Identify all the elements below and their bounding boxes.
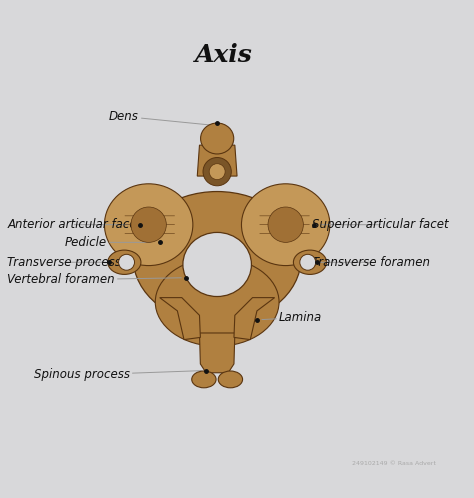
Text: Lamina: Lamina: [262, 311, 322, 324]
Text: Transverse process: Transverse process: [7, 256, 121, 269]
Ellipse shape: [241, 184, 330, 265]
Circle shape: [300, 254, 316, 270]
Text: Pedicle: Pedicle: [64, 236, 150, 249]
Polygon shape: [200, 333, 235, 373]
Ellipse shape: [183, 233, 251, 296]
Text: 249102149 © Rasa Advert: 249102149 © Rasa Advert: [352, 461, 436, 466]
Polygon shape: [160, 298, 201, 340]
Circle shape: [203, 157, 231, 186]
Text: Axis: Axis: [195, 43, 253, 67]
Text: Spinous process: Spinous process: [34, 369, 201, 381]
Polygon shape: [234, 298, 274, 340]
Ellipse shape: [293, 250, 327, 274]
Ellipse shape: [131, 207, 166, 243]
Ellipse shape: [201, 123, 234, 154]
Ellipse shape: [268, 207, 303, 243]
Ellipse shape: [218, 371, 243, 388]
Text: Anterior articular facet: Anterior articular facet: [7, 218, 141, 231]
Ellipse shape: [192, 371, 216, 388]
Ellipse shape: [155, 258, 279, 346]
Text: Vertebral foramen: Vertebral foramen: [7, 273, 181, 286]
Ellipse shape: [104, 184, 193, 265]
Ellipse shape: [108, 250, 141, 274]
Text: Transverse foramen: Transverse foramen: [312, 256, 430, 269]
Circle shape: [118, 254, 135, 270]
Text: Superior articular facet: Superior articular facet: [312, 218, 449, 231]
Circle shape: [209, 164, 225, 180]
Ellipse shape: [133, 192, 301, 324]
Text: Dens: Dens: [109, 110, 210, 125]
Polygon shape: [197, 145, 237, 176]
